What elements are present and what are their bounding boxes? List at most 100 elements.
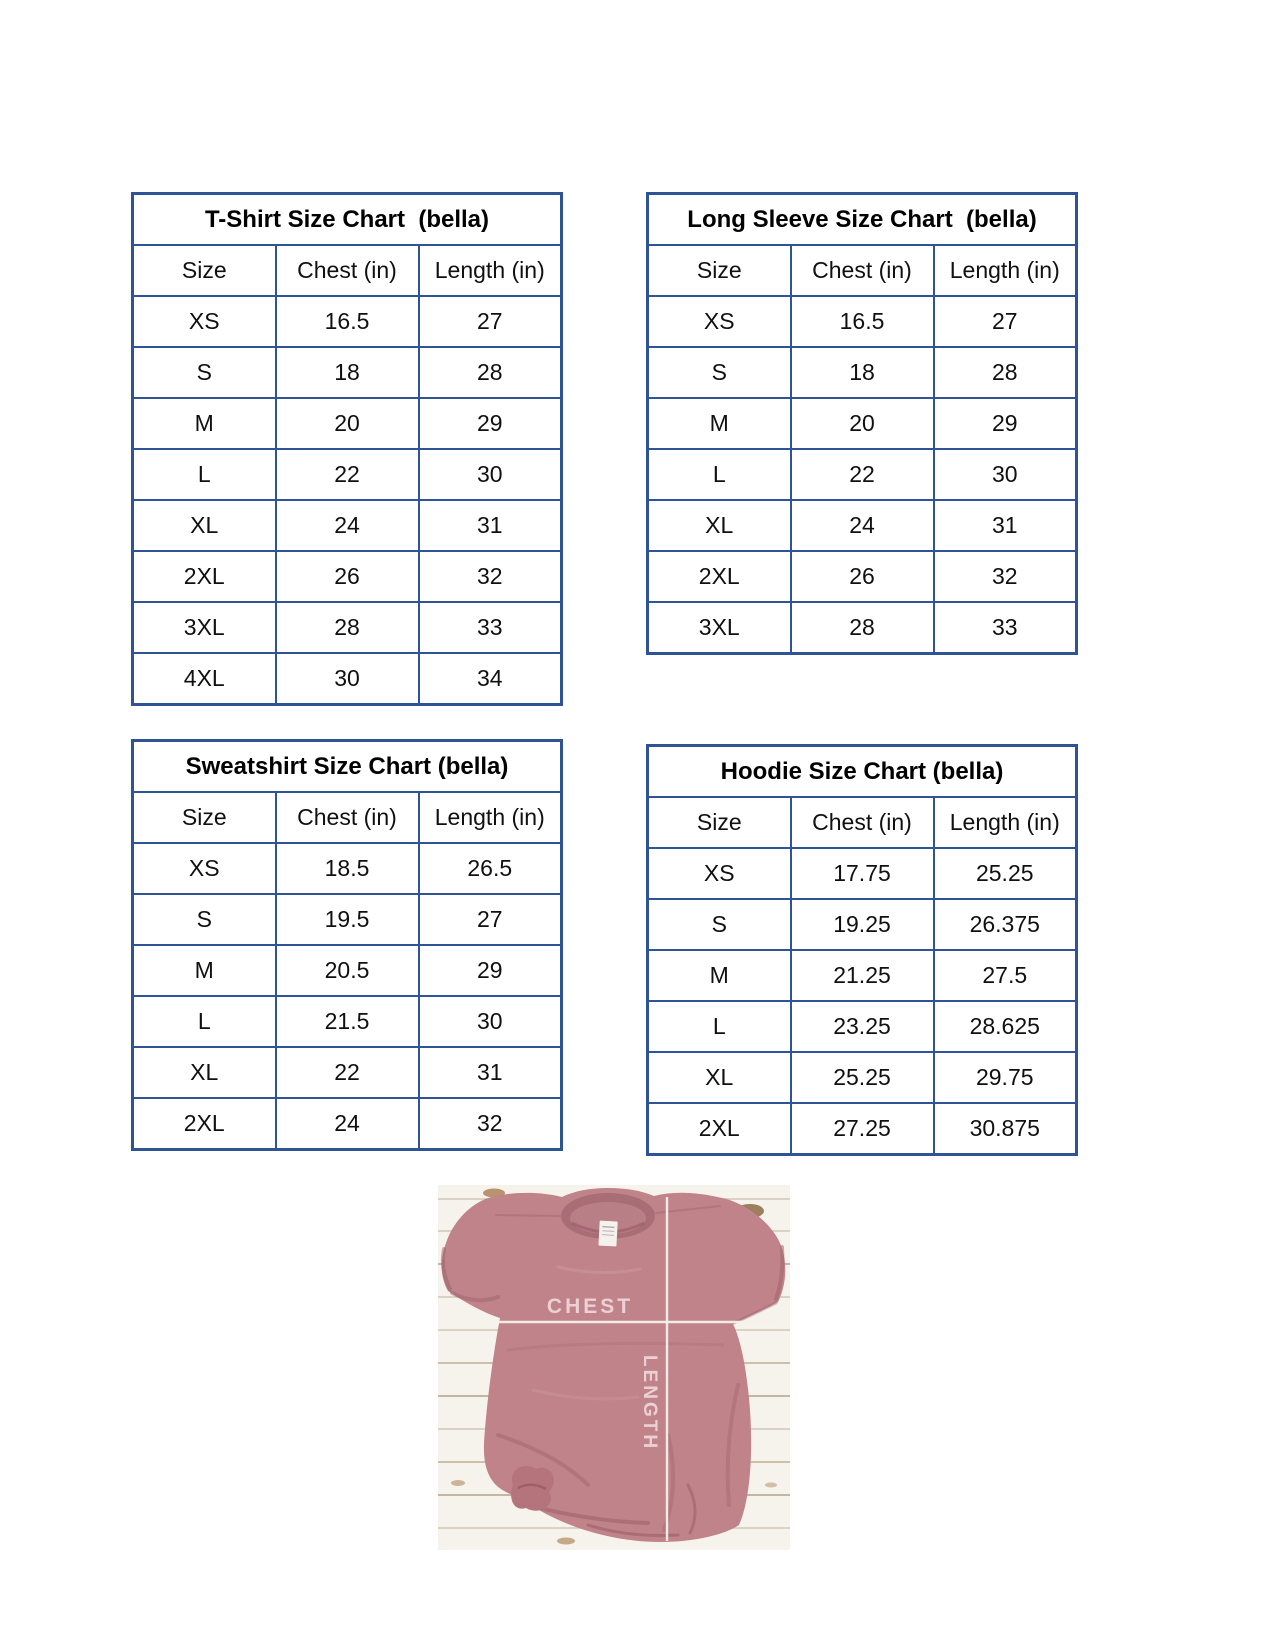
hoodie-size-chart-row-XL: XL 25.25 29.75 bbox=[646, 1051, 1078, 1104]
longsleeve-size-chart-row-XS: XS 16.5 27 bbox=[646, 295, 1078, 348]
hoodie-size-chart-row-L: L 23.25 28.625 bbox=[646, 1000, 1078, 1053]
hoodie-size-chart-M-size: M bbox=[646, 949, 792, 1002]
sweatshirt-size-chart-row-S: S 19.5 27 bbox=[131, 893, 563, 946]
longsleeve-size-chart-row-M: M 20 29 bbox=[646, 397, 1078, 450]
longsleeve-size-chart-S-size: S bbox=[646, 346, 792, 399]
tshirt-size-chart-M-size: M bbox=[131, 397, 277, 450]
longsleeve-size-chart-L-length: 30 bbox=[932, 448, 1078, 501]
longsleeve-size-chart-2XL-chest: 26 bbox=[789, 550, 935, 603]
hem-knot bbox=[511, 1466, 554, 1511]
tshirt-size-chart-row-XS: XS 16.5 27 bbox=[131, 295, 563, 348]
sweatshirt-size-chart-2XL-size: 2XL bbox=[131, 1097, 277, 1151]
sweatshirt-size-chart-S-size: S bbox=[131, 893, 277, 946]
hoodie-size-chart-header-row: Size Chest (in) Length (in) bbox=[646, 796, 1078, 849]
longsleeve-size-chart-S-chest: 18 bbox=[789, 346, 935, 399]
tshirt-size-chart-S-size: S bbox=[131, 346, 277, 399]
hoodie-size-chart-L-chest: 23.25 bbox=[789, 1000, 935, 1053]
sweatshirt-size-chart-header-length: Length (in) bbox=[417, 791, 563, 844]
longsleeve-size-chart-3XL-length: 33 bbox=[932, 601, 1078, 655]
tshirt-size-chart-3XL-length: 33 bbox=[417, 601, 563, 654]
longsleeve-size-chart-M-length: 29 bbox=[932, 397, 1078, 450]
tshirt-size-chart-3XL-chest: 28 bbox=[274, 601, 420, 654]
tshirt-size-chart-M-length: 29 bbox=[417, 397, 563, 450]
sweatshirt-size-chart-row-XL: XL 22 31 bbox=[131, 1046, 563, 1099]
hoodie-size-chart-M-chest: 21.25 bbox=[789, 949, 935, 1002]
hoodie-size-chart-header-chest: Chest (in) bbox=[789, 796, 935, 849]
hoodie-size-chart-L-length: 28.625 bbox=[932, 1000, 1078, 1053]
tshirt-size-chart-row-XL: XL 24 31 bbox=[131, 499, 563, 552]
tshirt-size-chart-XS-chest: 16.5 bbox=[274, 295, 420, 348]
sweatshirt-size-chart-XS-size: XS bbox=[131, 842, 277, 895]
hoodie-size-chart-S-chest: 19.25 bbox=[789, 898, 935, 951]
tshirt-size-chart-L-length: 30 bbox=[417, 448, 563, 501]
longsleeve-size-chart-M-size: M bbox=[646, 397, 792, 450]
hoodie-size-chart-2XL-chest: 27.25 bbox=[789, 1102, 935, 1156]
neck-tag bbox=[598, 1220, 618, 1247]
sweatshirt-size-chart-S-chest: 19.5 bbox=[274, 893, 420, 946]
longsleeve-size-chart-row-2XL: 2XL 26 32 bbox=[646, 550, 1078, 603]
longsleeve-size-chart-header-chest: Chest (in) bbox=[789, 244, 935, 297]
longsleeve-size-chart-header-size: Size bbox=[646, 244, 792, 297]
tshirt-size-chart-title-row: T-Shirt Size Chart (bella) bbox=[131, 192, 563, 246]
longsleeve-size-chart-XL-size: XL bbox=[646, 499, 792, 552]
sweatshirt-size-chart-M-chest: 20.5 bbox=[274, 944, 420, 997]
size-table-hoodie: Hoodie Size Chart (bella) Size Chest (in) L… bbox=[646, 744, 1078, 1156]
tshirt-size-chart-XL-length: 31 bbox=[417, 499, 563, 552]
hoodie-size-chart-header-size: Size bbox=[646, 796, 792, 849]
tshirt-size-chart-2XL-size: 2XL bbox=[131, 550, 277, 603]
tshirt-size-chart-row-S: S 18 28 bbox=[131, 346, 563, 399]
longsleeve-size-chart-title-row: Long Sleeve Size Chart (bella) bbox=[646, 192, 1078, 246]
hoodie-size-chart-2XL-size: 2XL bbox=[646, 1102, 792, 1156]
longsleeve-size-chart-header-row: Size Chest (in) Length (in) bbox=[646, 244, 1078, 297]
sweatshirt-size-chart-XL-size: XL bbox=[131, 1046, 277, 1099]
size-table-sweatshirt: Sweatshirt Size Chart (bella) Size Chest (… bbox=[131, 739, 563, 1151]
tshirt-size-chart-4XL-size: 4XL bbox=[131, 652, 277, 706]
longsleeve-size-chart-row-3XL: 3XL 28 33 bbox=[646, 601, 1078, 655]
tshirt-measurement-photo: CHEST LENGTH bbox=[438, 1185, 790, 1550]
tshirt-size-chart-XL-size: XL bbox=[131, 499, 277, 552]
sweatshirt-size-chart-2XL-chest: 24 bbox=[274, 1097, 420, 1151]
hoodie-size-chart-S-size: S bbox=[646, 898, 792, 951]
longsleeve-size-chart-XS-size: XS bbox=[646, 295, 792, 348]
hoodie-size-chart-XS-size: XS bbox=[646, 847, 792, 900]
tshirt-size-chart-S-chest: 18 bbox=[274, 346, 420, 399]
sweatshirt-size-chart-2XL-length: 32 bbox=[417, 1097, 563, 1151]
hem-knot-fold bbox=[517, 1483, 547, 1491]
longsleeve-size-chart-title: Long Sleeve Size Chart (bella) bbox=[646, 192, 1078, 246]
sweatshirt-size-chart-XS-chest: 18.5 bbox=[274, 842, 420, 895]
tshirt-size-chart-header-length: Length (in) bbox=[417, 244, 563, 297]
sweatshirt-size-chart-header-size: Size bbox=[131, 791, 277, 844]
hoodie-size-chart-XL-length: 29.75 bbox=[932, 1051, 1078, 1104]
longsleeve-size-chart-S-length: 28 bbox=[932, 346, 1078, 399]
hoodie-size-chart-row-S: S 19.25 26.375 bbox=[646, 898, 1078, 951]
hoodie-size-chart-L-size: L bbox=[646, 1000, 792, 1053]
longsleeve-size-chart-3XL-size: 3XL bbox=[646, 601, 792, 655]
hoodie-size-chart-row-M: M 21.25 27.5 bbox=[646, 949, 1078, 1002]
sweatshirt-size-chart-S-length: 27 bbox=[417, 893, 563, 946]
hoodie-size-chart-XL-size: XL bbox=[646, 1051, 792, 1104]
tshirt-size-chart-row-2XL: 2XL 26 32 bbox=[131, 550, 563, 603]
tshirt-size-chart-row-L: L 22 30 bbox=[131, 448, 563, 501]
hoodie-size-chart-XS-length: 25.25 bbox=[932, 847, 1078, 900]
sweatshirt-size-chart-XS-length: 26.5 bbox=[417, 842, 563, 895]
sweatshirt-size-chart-L-length: 30 bbox=[417, 995, 563, 1048]
sweatshirt-size-chart-L-size: L bbox=[131, 995, 277, 1048]
tshirt-size-chart-header-chest: Chest (in) bbox=[274, 244, 420, 297]
tshirt-size-chart-L-chest: 22 bbox=[274, 448, 420, 501]
sweatshirt-size-chart-row-L: L 21.5 30 bbox=[131, 995, 563, 1048]
longsleeve-size-chart-XS-chest: 16.5 bbox=[789, 295, 935, 348]
longsleeve-size-chart-row-S: S 18 28 bbox=[646, 346, 1078, 399]
longsleeve-size-chart-L-size: L bbox=[646, 448, 792, 501]
sweatshirt-size-chart-header-chest: Chest (in) bbox=[274, 791, 420, 844]
tshirt-size-chart-row-4XL: 4XL 30 34 bbox=[131, 652, 563, 706]
length-label: LENGTH bbox=[639, 1355, 660, 1451]
tshirt-size-chart-L-size: L bbox=[131, 448, 277, 501]
tshirt-size-chart-header-row: Size Chest (in) Length (in) bbox=[131, 244, 563, 297]
sweatshirt-size-chart-title: Sweatshirt Size Chart (bella) bbox=[131, 739, 563, 793]
hoodie-size-chart-XS-chest: 17.75 bbox=[789, 847, 935, 900]
sweatshirt-size-chart-M-size: M bbox=[131, 944, 277, 997]
longsleeve-size-chart-XL-length: 31 bbox=[932, 499, 1078, 552]
tshirt-size-chart-S-length: 28 bbox=[417, 346, 563, 399]
sweatshirt-size-chart-row-2XL: 2XL 24 32 bbox=[131, 1097, 563, 1151]
